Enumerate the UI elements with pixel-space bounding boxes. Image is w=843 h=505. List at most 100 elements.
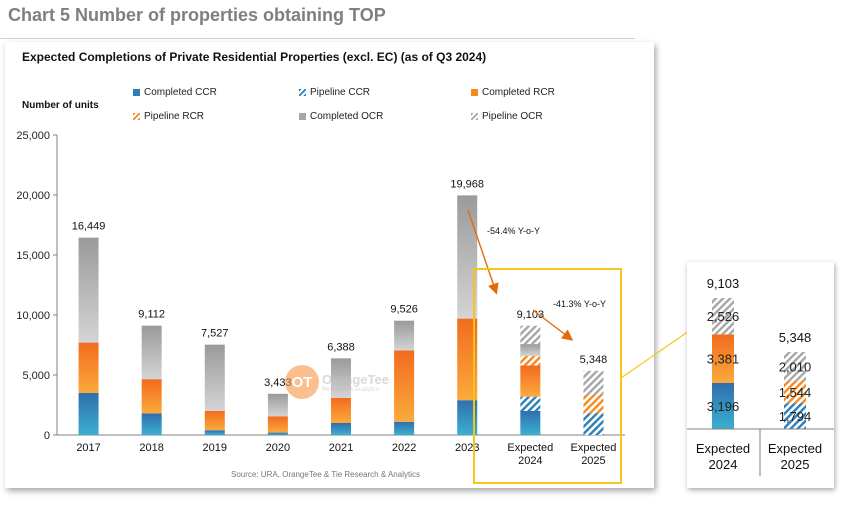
y-tick-label: 15,000 (16, 250, 50, 262)
y-tick-label: 0 (44, 430, 50, 442)
bar-total-label: 3,433 (264, 377, 292, 389)
orangetee-watermark: OT OrangeTee Research & Analytics (285, 365, 389, 399)
bar-segment-completed-ocr (520, 344, 541, 357)
bar-segment-completed-ccr (394, 421, 415, 435)
x-tick-label: 2019 (203, 442, 227, 454)
watermark-logo: OT (285, 365, 319, 399)
bar-total-label: 9,103 (517, 309, 545, 321)
zoom-segment-label: 3,196 (707, 399, 740, 414)
source-note: Source: URA, OrangeTee & Tie Research & … (231, 470, 420, 479)
bar-segment-completed-ccr (331, 423, 351, 435)
legend-label: Pipeline RCR (144, 111, 205, 122)
x-tick-label: 2022 (392, 442, 416, 454)
x-tick-label: 2017 (76, 442, 100, 454)
legend-label: Completed CCR (144, 87, 217, 98)
legend-swatch (299, 113, 306, 120)
main-chart-card: Expected Completions of Private Resident… (5, 42, 654, 488)
zoom-bar-segment-ocr (712, 298, 734, 335)
legend-label: Completed RCR (482, 87, 555, 98)
bar-segment-pipeline-ccr (520, 396, 541, 411)
zoom-segment-label: 1,794 (779, 409, 812, 424)
x-tick-label: 2021 (329, 442, 353, 454)
bar-segment-completed-rcr (141, 379, 162, 414)
bar-total-label: 9,112 (138, 309, 165, 321)
bar-segment-completed-ccr (520, 411, 541, 435)
x-tick-label: Expected 2025 (571, 442, 617, 467)
legend-label: Completed OCR (310, 111, 384, 122)
zoom-bar-segment-ccr (784, 403, 806, 429)
chart-title: Expected Completions of Private Resident… (22, 50, 487, 64)
bar-segment-completed-rcr (520, 365, 541, 397)
zoom-segment-label: 2,526 (707, 309, 740, 324)
page-heading: Chart 5 Number of properties obtaining T… (8, 5, 386, 25)
zoom-total-label: 5,348 (779, 330, 812, 345)
bar-total-label: 9,526 (390, 304, 418, 316)
zoom-bar-segment-rcr (784, 380, 806, 404)
x-tick-label: 2018 (139, 442, 163, 454)
x-tick-label: 2020 (266, 442, 290, 454)
bar-total-label: 16,449 (72, 221, 106, 233)
legend-label: Pipeline OCR (482, 111, 543, 122)
zoom-segment-label: 3,381 (707, 352, 740, 367)
bar-total-label: 5,348 (580, 354, 608, 366)
legend-item-pipeline-ocr: Pipeline OCR (471, 111, 543, 122)
bar-segment-completed-rcr (331, 397, 351, 423)
bar-segment-pipeline-ccr (583, 413, 604, 435)
y-tick-label: 20,000 (16, 190, 50, 202)
zoom-total-label: 9,103 (707, 276, 740, 291)
x-tick-label: 2023 (455, 442, 479, 454)
bar-segment-completed-ocr (267, 393, 288, 417)
bar-segment-pipeline-ocr (583, 370, 604, 395)
zoom-chart: 3,196 3,381 2,526 9,103 Expected 2024 1,794 1,5… (687, 276, 834, 476)
bar-segment-completed-ccr (267, 432, 288, 435)
zoom-x-tick-label: Expected 2025 (768, 441, 822, 472)
legend-label: Pipeline CCR (310, 87, 371, 98)
yoy-annotation-2024: -54.4% Y-o-Y (487, 226, 540, 236)
zoom-bar-segment-rcr (712, 334, 734, 384)
y-tick-label: 5,000 (22, 370, 50, 382)
main-chart: 0 5,000 10,000 15,000 20,000 25,000 16,449 201… (16, 130, 625, 484)
zoom-x-tick-label: Expected 2024 (696, 441, 750, 472)
zoom-segment-label: 1,544 (779, 385, 812, 400)
bar-segment-completed-rcr (457, 318, 478, 401)
bar-segment-completed-ocr (141, 325, 162, 380)
bar-segment-pipeline-rcr (520, 356, 541, 366)
legend-swatch (471, 113, 478, 120)
legend-swatch (133, 113, 140, 120)
zoom-bar-segment-ccr (712, 383, 734, 429)
x-tick-label: Expected 2024 (507, 442, 553, 467)
bar-segment-completed-ocr (78, 237, 99, 343)
legend-item-completed-ccr: Completed CCR (133, 87, 217, 98)
watermark-name: OrangeTee (322, 371, 389, 387)
legend-item-completed-ocr: Completed OCR (299, 111, 383, 122)
bar-total-label: 7,527 (201, 328, 229, 340)
bar-segment-completed-ccr (141, 413, 162, 435)
bar-total-label: 19,968 (450, 178, 484, 190)
legend-swatch (133, 89, 140, 96)
zoom-segment-label: 2,010 (779, 360, 812, 375)
bar-segment-completed-ocr (457, 195, 478, 319)
bar-segment-completed-ocr (204, 344, 225, 411)
bar-segment-completed-rcr (267, 416, 288, 433)
heading-rule (0, 38, 635, 39)
y-tick-label: 25,000 (16, 130, 50, 142)
y-axis-label: Number of units (22, 100, 99, 111)
watermark-sub: Research & Analytics (322, 386, 379, 393)
yoy-arrow-2025 (532, 309, 574, 341)
legend-item-pipeline-ccr: Pipeline CCR (299, 87, 370, 98)
bar-segment-completed-ccr (204, 430, 225, 435)
zoom-bar-segment-ocr (784, 352, 806, 381)
bar-segment-pipeline-rcr (583, 394, 604, 414)
bar-segment-completed-ccr (457, 400, 478, 435)
bar-segment-completed-ocr (331, 358, 351, 398)
legend-item-completed-rcr: Completed RCR (471, 87, 555, 98)
bar-segment-completed-rcr (204, 411, 225, 431)
bar-total-label: 6,388 (327, 341, 355, 353)
legend-swatch (471, 89, 478, 96)
bar-segment-completed-ccr (78, 393, 99, 435)
y-tick-label: 10,000 (16, 310, 50, 322)
bar-segment-completed-rcr (394, 350, 415, 422)
yoy-arrow-2024 (467, 209, 499, 295)
yoy-annotation-2025: -41.3% Y-o-Y (553, 299, 606, 309)
legend-item-pipeline-rcr: Pipeline RCR (133, 111, 204, 122)
